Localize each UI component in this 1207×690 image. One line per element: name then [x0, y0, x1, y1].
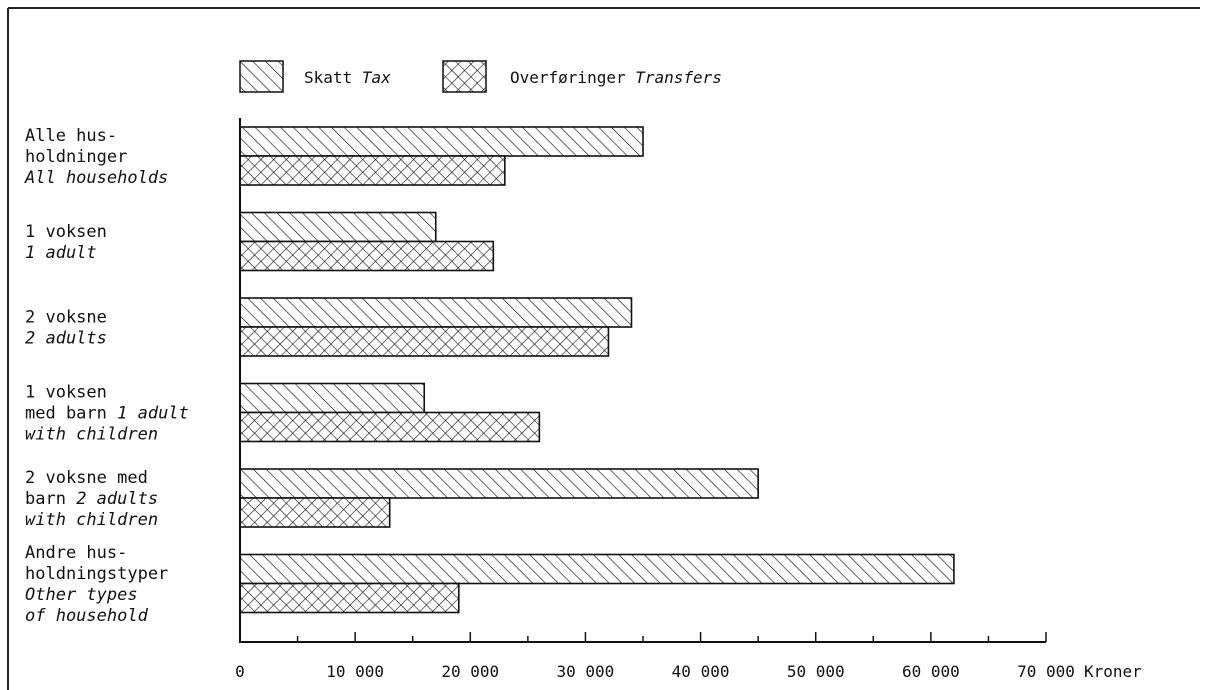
legend-label-tax: Skatt Tax [304, 68, 391, 87]
x-tick-label: 0 [235, 662, 245, 681]
category-label-1: 1 voksen 1 adult [25, 222, 107, 263]
bar-transfers-3 [239, 411, 541, 443]
bar-transfers-5 [239, 582, 460, 614]
legend-swatch-tax [239, 60, 284, 93]
x-axis-unit: Kroner [1084, 662, 1142, 681]
x-tick-label: 70 000 [1017, 662, 1075, 681]
bar-tax-0 [239, 126, 644, 157]
bar-tax-2 [239, 297, 633, 328]
legend: Skatt Tax Overføringer Transfers [239, 60, 722, 93]
bar-transfers-1 [239, 240, 495, 272]
category-label-4: 2 voksne med barn 2 adults with children [25, 468, 158, 530]
bars-group [239, 126, 955, 614]
legend-label-transfers: Overføringer Transfers [510, 68, 722, 87]
bar-tax-3 [239, 382, 426, 414]
category-label-0: Alle hus-holdninger All households [24, 126, 168, 188]
x-tick-label: 50 000 [787, 662, 845, 681]
x-tick-label: 10 000 [326, 662, 384, 681]
category-label-3: 1 voksen med barn 1 adult with children [25, 383, 189, 445]
bar-transfers-4 [239, 497, 391, 528]
bar-tax-1 [239, 211, 437, 243]
x-tick-label: 60 000 [902, 662, 960, 681]
x-tick-label: 40 000 [672, 662, 730, 681]
bar-transfers-0 [239, 155, 506, 186]
bar-transfers-2 [239, 326, 610, 357]
category-labels: Alle hus-holdninger All households 1 vokse… [24, 126, 189, 626]
legend-swatch-transfers [442, 60, 487, 93]
category-label-2: 2 voksne 2 adults [25, 308, 107, 349]
x-axis-ticks: 0 10 000 20 000 30 000 40 000 50 000 60 000 70 … [235, 632, 1075, 681]
x-tick-label: 30 000 [557, 662, 615, 681]
category-label-5: Andre hus-holdningstyper Other types of ho… [25, 543, 168, 626]
x-tick-label: 20 000 [441, 662, 499, 681]
bar-tax-4 [239, 468, 759, 499]
bar-tax-5 [239, 553, 955, 585]
